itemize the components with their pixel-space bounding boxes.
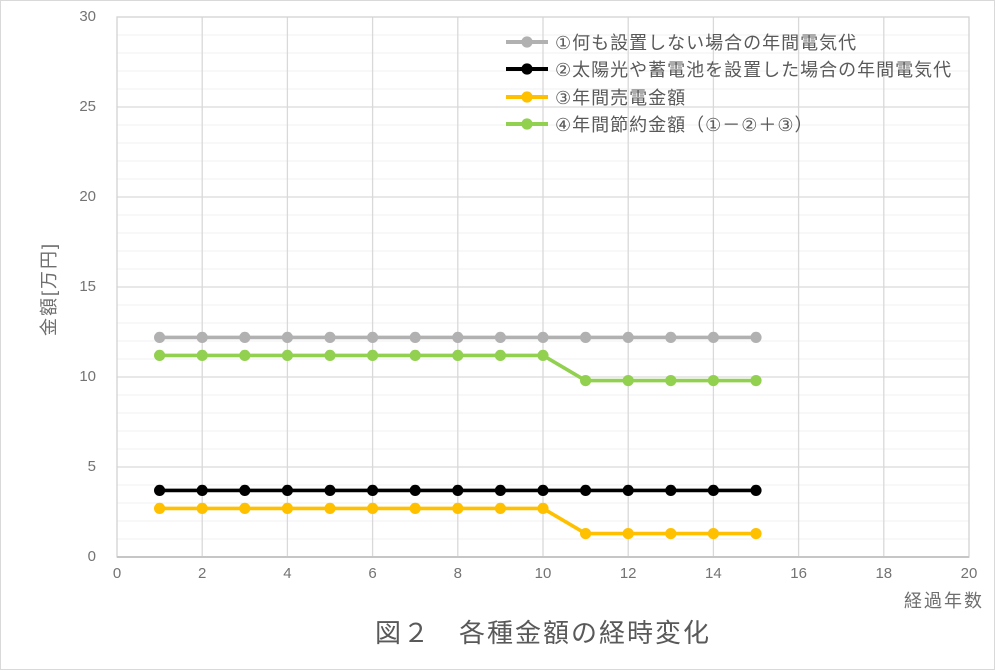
legend-item-3: ③年間売電金額 xyxy=(506,83,952,111)
x-tick-label: 4 xyxy=(283,565,292,582)
series-3-point xyxy=(196,502,208,514)
legend-label: ④年間節約金額（①－②＋③） xyxy=(555,115,814,136)
legend-marker-icon xyxy=(506,63,548,75)
series-1-point xyxy=(665,331,677,343)
series-4-point xyxy=(707,375,720,387)
series-2-point xyxy=(750,484,762,496)
series-4-point xyxy=(154,349,166,361)
x-tick-label: 8 xyxy=(453,565,462,582)
series-1-point xyxy=(580,331,592,343)
x-tick-label: 0 xyxy=(112,565,122,582)
series-1-point xyxy=(281,331,293,343)
chart-legend: ①何も設置しない場合の年間電気代 ②太陽光や蓄電池を設置した場合の年間電気代 ③年間… xyxy=(506,28,952,138)
x-tick-label: 2 xyxy=(198,565,207,582)
series-3-point xyxy=(281,502,293,514)
series-3-point xyxy=(452,502,464,514)
series-3-point xyxy=(239,502,251,514)
legend-label: ①何も設置しない場合の年間電気代 xyxy=(555,32,858,53)
series-3-point xyxy=(367,502,379,514)
series-4-point xyxy=(367,349,379,361)
series-2-point xyxy=(324,484,336,496)
x-tick-label: 18 xyxy=(875,565,893,582)
legend-marker-icon xyxy=(506,36,548,48)
series-2-point xyxy=(367,484,379,496)
series-4-point xyxy=(409,349,421,361)
series-4-point xyxy=(196,349,208,361)
series-4-point xyxy=(239,349,251,361)
series-3-point xyxy=(494,502,506,514)
legend-label: ②太陽光や蓄電池を設置した場合の年間電気代 xyxy=(555,60,953,81)
y-tick-label: 0 xyxy=(87,548,96,565)
series-1-point xyxy=(154,331,166,343)
series-3-point xyxy=(707,528,720,540)
legend-marker-icon xyxy=(506,118,548,130)
series-1-point xyxy=(622,331,634,343)
series-2-point xyxy=(452,484,464,496)
series-3-point xyxy=(537,502,549,514)
y-tick-label: 25 xyxy=(79,98,96,115)
y-axis-title: 金額[万円] xyxy=(39,242,59,337)
legend-item-4: ④年間節約金額（①－②＋③） xyxy=(506,111,952,139)
series-1-point xyxy=(409,331,421,343)
series-1-point xyxy=(494,331,506,343)
legend-item-2: ②太陽光や蓄電池を設置した場合の年間電気代 xyxy=(506,56,952,84)
series-2-point xyxy=(196,484,208,496)
series-2-point xyxy=(494,484,506,496)
series-4-point xyxy=(750,375,762,387)
series-4-point xyxy=(622,375,634,387)
y-tick-label: 30 xyxy=(79,8,96,25)
legend-item-1: ①何も設置しない場合の年間電気代 xyxy=(506,28,952,56)
series-4-point xyxy=(494,349,506,361)
series-2-point xyxy=(665,484,677,496)
x-tick-label: 12 xyxy=(619,565,637,582)
series-3-point xyxy=(409,502,421,514)
x-tick-label: 10 xyxy=(534,565,552,582)
x-tick-label: 16 xyxy=(790,565,807,582)
series-2-point xyxy=(537,484,549,496)
x-tick-label: 20 xyxy=(960,565,978,582)
series-4-point xyxy=(281,349,293,361)
legend-marker-icon xyxy=(506,91,548,103)
series-2-point xyxy=(154,484,166,496)
series-2-point xyxy=(409,484,421,496)
series-4-point xyxy=(324,349,336,361)
series-1-point xyxy=(367,331,379,343)
series-1-point xyxy=(537,331,549,343)
series-3-point xyxy=(750,528,762,540)
chart-title: 図２ 各種金額の経時変化 xyxy=(374,618,711,648)
series-3-point xyxy=(154,502,166,514)
series-3-point xyxy=(324,502,336,514)
legend-label: ③年間売電金額 xyxy=(555,87,687,108)
series-1-point xyxy=(239,331,251,343)
series-1-point xyxy=(452,331,464,343)
series-2-point xyxy=(622,484,634,496)
y-tick-label: 5 xyxy=(87,458,96,475)
series-2-point xyxy=(239,484,251,496)
series-3-point xyxy=(580,528,592,540)
x-tick-label: 14 xyxy=(705,565,722,582)
series-2-point xyxy=(580,484,592,496)
series-4-point xyxy=(580,375,592,387)
series-3-point xyxy=(622,528,634,540)
x-axis-title: 経過年数 xyxy=(904,591,984,611)
x-tick-label: 6 xyxy=(368,565,377,582)
y-tick-label: 20 xyxy=(79,188,96,205)
y-tick-label: 10 xyxy=(79,368,96,385)
series-4-point xyxy=(537,349,549,361)
series-3-point xyxy=(665,528,677,540)
series-1-point xyxy=(750,331,762,343)
series-2-point xyxy=(707,484,720,496)
series-1-point xyxy=(707,331,720,343)
series-1-point xyxy=(196,331,208,343)
series-4-point xyxy=(665,375,677,387)
series-4-point xyxy=(452,349,464,361)
y-tick-label: 15 xyxy=(79,278,96,295)
series-2-point xyxy=(281,484,293,496)
series-1-point xyxy=(324,331,336,343)
